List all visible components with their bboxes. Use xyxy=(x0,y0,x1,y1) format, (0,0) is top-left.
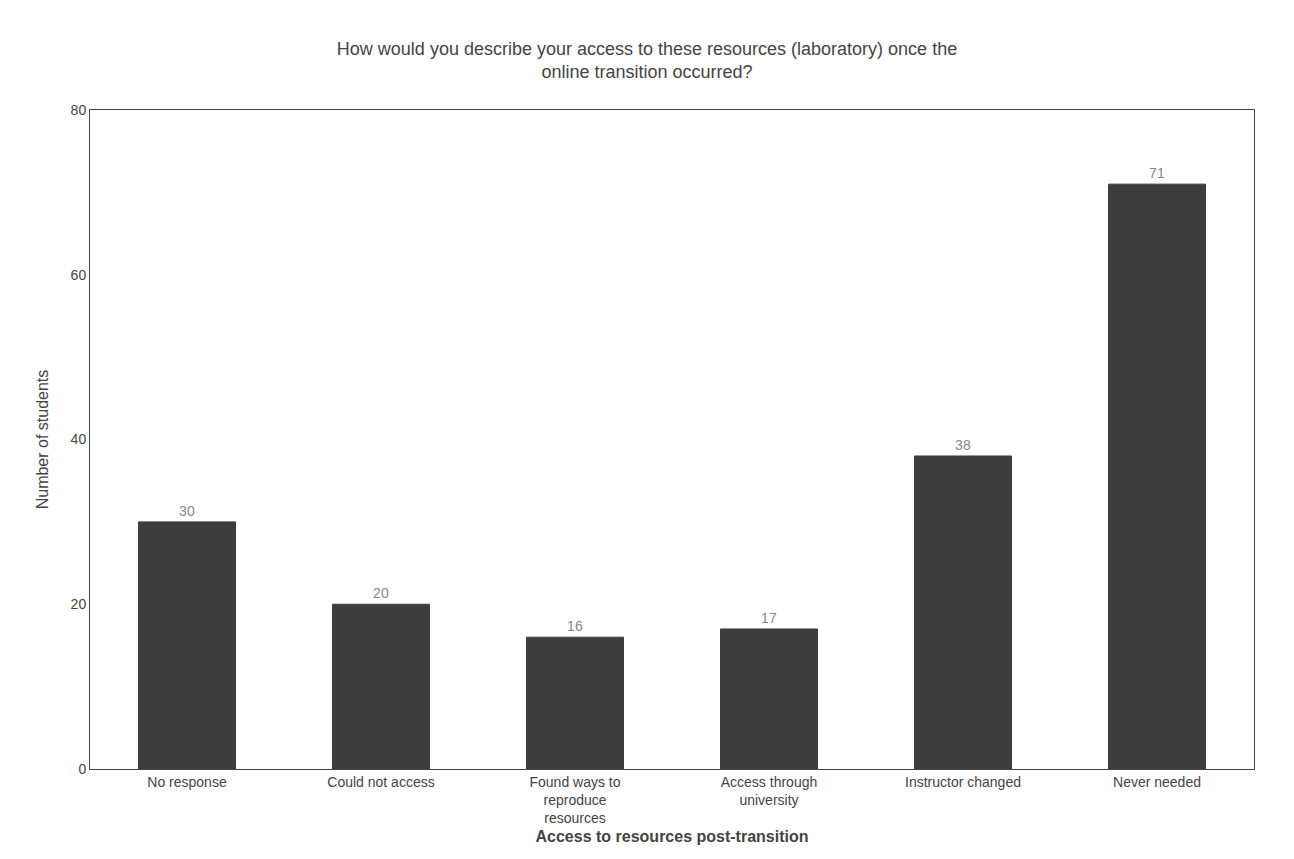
svg-text:Number of students: Number of students xyxy=(34,370,51,510)
svg-text:30: 30 xyxy=(179,503,195,519)
svg-text:20: 20 xyxy=(373,585,389,601)
svg-text:Never needed: Never needed xyxy=(1113,774,1201,790)
svg-text:How would you describe your ac: How would you describe your access to th… xyxy=(337,39,957,82)
svg-text:Could not access: Could not access xyxy=(327,774,434,790)
svg-text:17: 17 xyxy=(761,610,777,626)
svg-text:40: 40 xyxy=(71,431,87,447)
svg-text:71: 71 xyxy=(1149,165,1165,181)
svg-text:0: 0 xyxy=(78,761,86,777)
svg-text:16: 16 xyxy=(567,618,583,634)
svg-text:Access throughuniversity: Access throughuniversity xyxy=(721,774,818,808)
svg-text:80: 80 xyxy=(71,102,87,118)
svg-text:38: 38 xyxy=(955,437,971,453)
svg-text:Instructor changed: Instructor changed xyxy=(905,774,1021,790)
svg-text:Access to resources post-trans: Access to resources post-transition xyxy=(536,828,809,845)
svg-text:No response: No response xyxy=(147,774,227,790)
svg-text:60: 60 xyxy=(71,267,87,283)
svg-text:Found ways toreproduceresource: Found ways toreproduceresources xyxy=(529,774,620,826)
svg-text:20: 20 xyxy=(71,596,87,612)
